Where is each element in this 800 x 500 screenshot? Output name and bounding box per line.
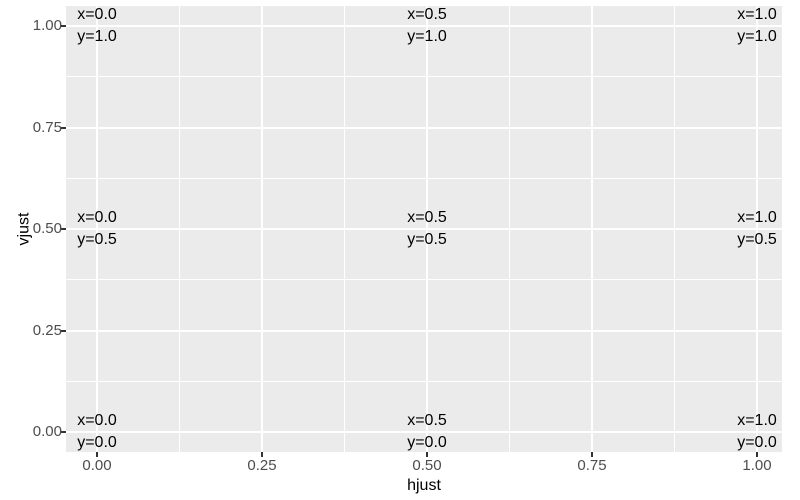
y-axis-tick-label: 0.25 [32,321,62,339]
x-axis-tick-label: 0.50 [412,457,442,474]
text-annotation: x=1.0 y=0.5 [737,207,777,251]
x-axis-title: hjust [407,477,441,494]
annotation-line-2: y=1.0 [407,28,447,45]
y-axis-tick-mark [61,228,66,230]
minor-gridline-horizontal [66,76,782,78]
minor-gridline-horizontal [66,380,782,382]
annotation-line-1: x=1.0 [737,209,777,226]
annotation-line-2: y=0.0 [77,434,117,451]
annotation-line-2: y=1.0 [737,28,777,45]
text-annotation: x=0.5 y=0.5 [407,207,447,251]
y-axis-tick-mark [61,431,66,433]
y-axis-tick-label: 0.75 [32,118,62,136]
text-annotation: x=0.0 y=1.0 [77,4,117,48]
major-gridline-horizontal [66,329,782,332]
minor-gridline-horizontal [66,177,782,179]
y-axis-tick-mark [61,329,66,332]
annotation-line-1: x=1.0 [737,412,777,429]
major-gridline-horizontal [66,126,782,129]
y-axis-tick-mark [61,25,66,27]
annotation-line-1: x=0.0 [77,209,117,226]
text-annotation: x=0.5 y=0.0 [407,410,447,454]
text-annotation: x=1.0 y=0.0 [737,410,777,454]
x-axis-tick-mark [96,452,98,457]
text-annotation: x=0.0 y=0.5 [77,207,117,251]
y-axis-tick-label: 1.00 [32,17,62,34]
x-axis-tick-mark [591,452,593,457]
annotation-line-2: y=0.5 [77,231,117,248]
plot-panel [66,6,782,452]
x-axis-tick-label: 0.00 [82,457,112,474]
annotation-line-2: y=0.5 [407,231,447,248]
annotation-line-2: y=1.0 [77,28,117,45]
major-gridline-horizontal [66,25,782,27]
annotation-line-1: x=0.0 [77,412,117,429]
text-annotation: x=0.5 y=1.0 [407,4,447,48]
y-axis-tick-mark [61,126,66,129]
y-axis-title: vjust [15,212,33,246]
x-axis-tick-label: 0.25 [247,457,277,474]
x-axis-tick-label: 0.75 [577,457,607,474]
major-gridline-horizontal [66,431,782,433]
x-axis-tick-mark [261,452,263,457]
annotation-line-2: y=0.0 [737,434,777,451]
annotation-line-1: x=0.5 [407,209,447,226]
text-annotation: x=1.0 y=1.0 [737,4,777,48]
x-axis-tick-mark [756,452,758,457]
annotation-line-1: x=0.5 [407,412,447,429]
y-axis-tick-label: 0.50 [32,220,62,237]
minor-gridline-horizontal [66,279,782,281]
annotation-line-2: y=0.5 [737,231,777,248]
x-axis-tick-mark [426,452,428,457]
x-axis-tick-label: 1.00 [742,457,772,474]
y-axis-tick-label: 0.00 [32,423,62,440]
major-gridline-horizontal [66,228,782,230]
annotation-line-1: x=0.5 [407,6,447,23]
text-annotation: x=0.0 y=0.0 [77,410,117,454]
annotation-line-1: x=1.0 [737,6,777,23]
annotation-line-1: x=0.0 [77,6,117,23]
annotation-line-2: y=0.0 [407,434,447,451]
